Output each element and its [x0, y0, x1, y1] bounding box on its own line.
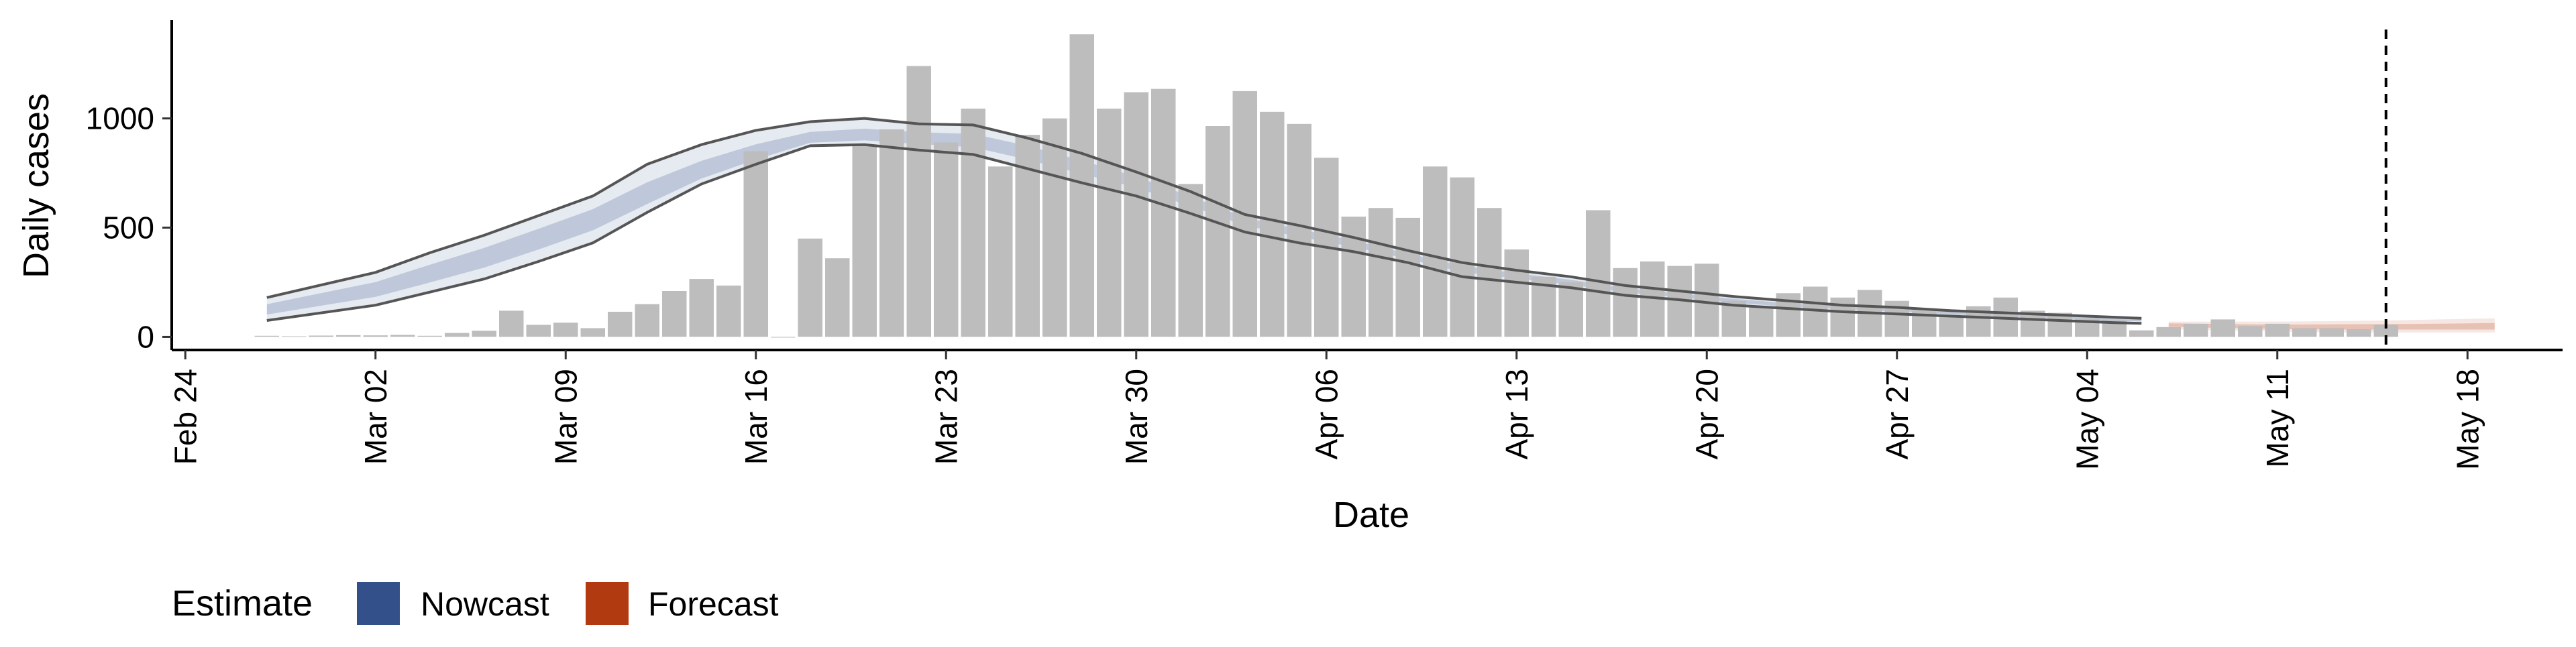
- y-tick-label-1000: 1000: [86, 101, 154, 136]
- bar-mar-05: [445, 333, 470, 337]
- bar-apr-05: [1287, 123, 1311, 337]
- bar-mar-11: [608, 312, 633, 337]
- bar-apr-29: [1939, 316, 1964, 337]
- bar-apr-01: [1178, 184, 1203, 337]
- line-layer: [266, 30, 2387, 350]
- x-axis-title: Date: [1333, 495, 1409, 535]
- x-tick-label-may-18: May 18: [2450, 369, 2485, 470]
- y-tick-label-500: 500: [103, 211, 154, 245]
- bar-mar-18: [798, 238, 822, 337]
- bar-mar-30: [1124, 92, 1148, 337]
- bar-mar-14: [689, 279, 714, 337]
- x-tick-label-apr-20: Apr 20: [1689, 369, 1724, 460]
- bar-mar-09: [553, 322, 578, 337]
- legend-label-nowcast: Nowcast: [421, 585, 549, 623]
- bar-apr-10: [1423, 166, 1448, 337]
- bar-may-08: [2184, 323, 2208, 337]
- bar-may-13: [2319, 328, 2344, 337]
- bar-may-14: [2347, 329, 2371, 337]
- bar-mar-19: [825, 258, 850, 337]
- bar-layer: [254, 34, 2398, 338]
- legend-label-forecast: Forecast: [648, 585, 779, 623]
- legend: Estimate Nowcast Forecast: [172, 582, 779, 625]
- bar-mar-25: [988, 166, 1013, 337]
- bar-apr-20: [1695, 263, 1719, 337]
- bar-feb-27: [254, 335, 279, 337]
- bar-may-03: [2047, 312, 2072, 337]
- bar-mar-23: [934, 142, 959, 337]
- y-axis-title: Daily cases: [16, 93, 56, 278]
- bar-mar-04: [417, 335, 442, 337]
- bar-apr-02: [1205, 126, 1230, 337]
- bar-mar-17: [771, 337, 796, 338]
- bar-mar-06: [472, 331, 496, 337]
- bar-mar-07: [499, 310, 524, 337]
- x-tick-label-mar-30: Mar 30: [1119, 369, 1154, 465]
- bar-apr-22: [1749, 307, 1774, 337]
- bar-mar-02: [363, 335, 388, 337]
- bar-mar-29: [1097, 109, 1122, 337]
- bar-mar-20: [852, 144, 877, 337]
- bar-mar-13: [662, 291, 687, 337]
- legend-key-forecast: [586, 582, 629, 625]
- nowcast-band-90: [266, 118, 2142, 324]
- bar-apr-17: [1613, 268, 1638, 337]
- x-tick-label-may-04: May 04: [2070, 369, 2104, 470]
- bar-apr-12: [1477, 208, 1502, 337]
- bar-may-12: [2292, 328, 2317, 337]
- bar-may-07: [2156, 327, 2181, 337]
- bar-apr-15: [1558, 282, 1583, 337]
- bar-mar-12: [635, 304, 659, 337]
- bar-apr-16: [1586, 210, 1611, 337]
- bar-mar-27: [1042, 118, 1067, 337]
- x-tick-label-apr-13: Apr 13: [1499, 369, 1534, 460]
- bar-may-10: [2238, 326, 2263, 337]
- x-tick-label-mar-02: Mar 02: [358, 369, 393, 465]
- bar-feb-29: [309, 335, 333, 337]
- bar-apr-11: [1450, 177, 1474, 337]
- bar-mar-24: [961, 109, 985, 337]
- x-tick-label-mar-23: Mar 23: [928, 369, 963, 465]
- bar-apr-13: [1504, 249, 1529, 337]
- x-tick-label-feb-24: Feb 24: [168, 369, 203, 465]
- y-tick-label-0: 0: [137, 319, 154, 354]
- x-tick-label-mar-09: Mar 09: [548, 369, 583, 465]
- bar-mar-01: [336, 335, 361, 337]
- bar-mar-03: [390, 335, 415, 337]
- bar-mar-08: [526, 325, 551, 337]
- bar-may-15: [2373, 325, 2398, 337]
- x-tick-label-apr-06: Apr 06: [1309, 369, 1344, 460]
- bar-mar-31: [1151, 89, 1176, 337]
- bar-mar-22: [906, 66, 931, 337]
- legend-key-nowcast: [357, 582, 400, 625]
- bar-mar-21: [879, 129, 904, 337]
- bar-apr-08: [1368, 208, 1393, 337]
- axes-layer: 0 500 1000 Feb 24 Mar 02 Mar 09 Mar 16 Mar 23 Ma…: [86, 20, 2563, 470]
- bar-mar-16: [743, 151, 768, 337]
- bar-mar-10: [580, 328, 605, 337]
- nowcast-upper-line: [266, 117, 2142, 320]
- x-tick-label-apr-27: Apr 27: [1880, 369, 1915, 460]
- bar-apr-09: [1395, 217, 1420, 337]
- bar-may-11: [2265, 323, 2290, 337]
- x-tick-label-may-11: May 11: [2260, 369, 2295, 467]
- bar-mar-15: [716, 285, 741, 337]
- bar-may-06: [2129, 330, 2154, 337]
- bar-apr-04: [1260, 111, 1285, 337]
- x-tick-label-mar-16: Mar 16: [739, 369, 773, 465]
- nowcast-lower-line: [266, 143, 2142, 325]
- legend-title: Estimate: [172, 583, 313, 624]
- bar-may-09: [2210, 319, 2235, 337]
